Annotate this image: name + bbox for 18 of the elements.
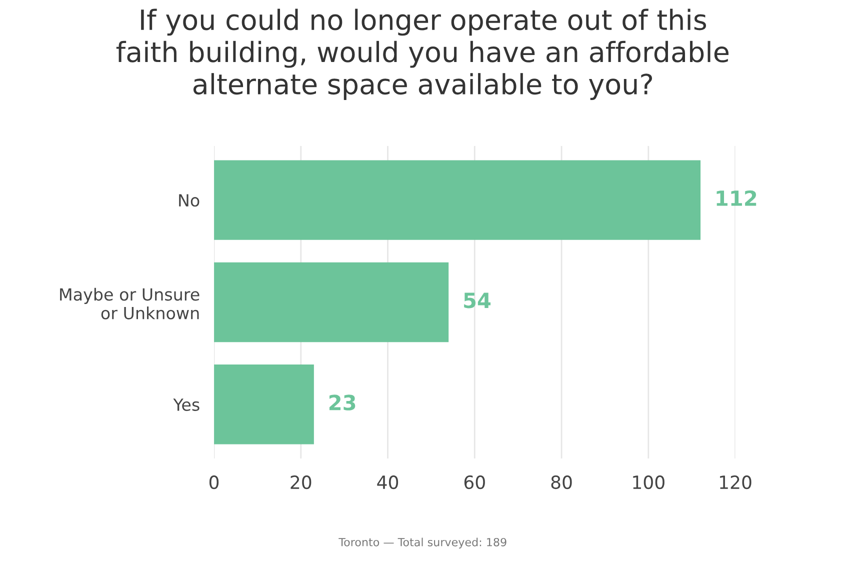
y-tick-label: No <box>179 194 200 207</box>
data-label: 112 <box>716 190 756 206</box>
x-tick-label: 20 <box>290 475 312 490</box>
data-label: 23 <box>329 394 356 410</box>
data-label: 54 <box>464 292 491 308</box>
bar <box>214 160 701 240</box>
x-tick-label: 80 <box>551 475 572 490</box>
x-tick-label: 0 <box>209 475 219 490</box>
y-tick-label: Yes <box>173 398 200 411</box>
y-tick-label: Maybe or Unsure or Unknown <box>60 288 200 320</box>
x-tick-label: 40 <box>377 475 398 490</box>
bar <box>214 364 314 444</box>
text: Toronto — Total surveyed: 189 <box>338 538 506 548</box>
x-tick-label: 60 <box>464 475 485 490</box>
x-tick-label: 120 <box>720 475 752 490</box>
chart-title: If you could no longer operate out of this faith building, would you have an affordable alternate space available to you? <box>116 8 728 100</box>
bar <box>214 262 449 342</box>
x-tick-label: 100 <box>633 475 664 490</box>
